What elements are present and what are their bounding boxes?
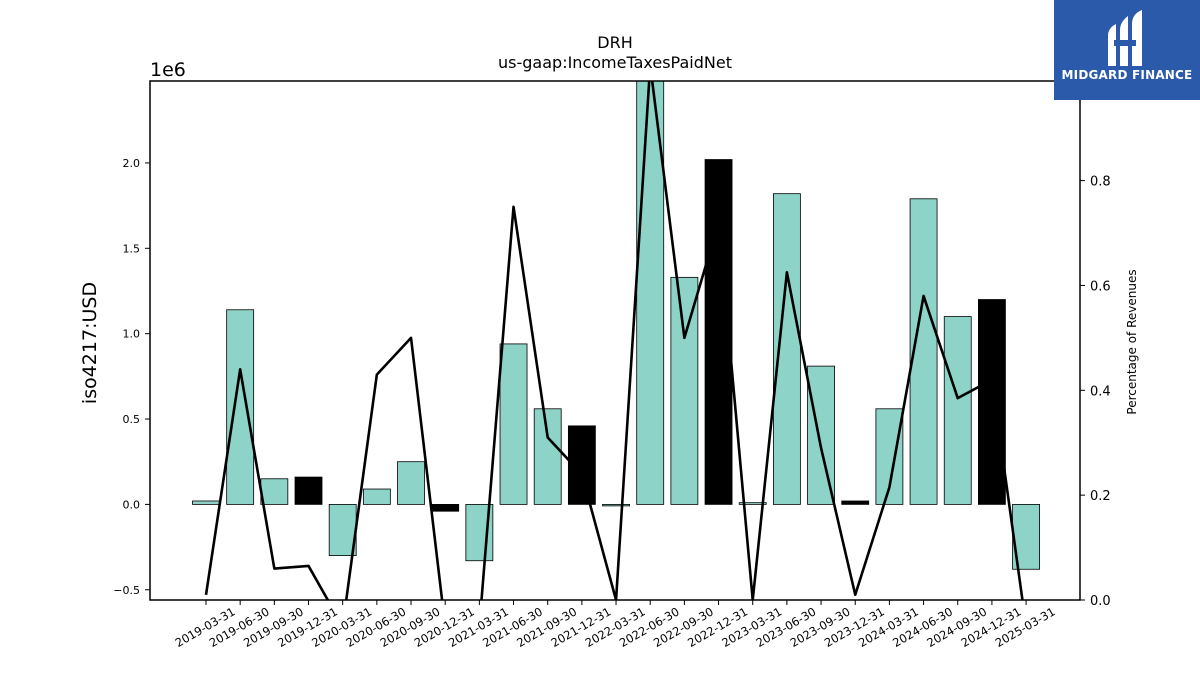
bar <box>397 461 425 505</box>
line-layer <box>204 81 1024 600</box>
bar <box>841 500 870 505</box>
x-axis: 2019-03-312019-06-302019-09-302019-12-31… <box>173 600 1058 650</box>
y2-tick-label: 0.2 <box>1090 489 1111 504</box>
y2-tick-label: 0.4 <box>1090 384 1111 399</box>
bar <box>499 343 528 505</box>
bar <box>602 503 630 507</box>
y-tick-label: 0.5 <box>123 413 141 426</box>
bar <box>192 500 220 505</box>
bar <box>431 503 460 512</box>
logo-mark-icon <box>1054 0 1200 100</box>
y-tick-label: 1.0 <box>123 328 141 341</box>
plot-frame <box>149 80 1081 601</box>
bar <box>226 309 255 505</box>
y2-tick-label: 0.8 <box>1090 175 1111 190</box>
y2-axis-label: Percentage of Revenues <box>1125 269 1139 414</box>
bar <box>738 502 767 505</box>
chart-title: DRH <box>597 33 632 52</box>
y-multiplier-label: 1e6 <box>150 59 186 81</box>
y-tick-label: −0.5 <box>113 584 140 597</box>
y2-tick-label: 0.0 <box>1090 594 1111 609</box>
y2-axis: 0.0 0.2 0.4 0.6 0.8 <box>1080 175 1111 609</box>
y-axis: −0.5 0.0 0.5 1.0 1.5 2.0 <box>113 157 150 597</box>
bar <box>328 503 357 557</box>
y-tick-label: 1.5 <box>123 242 141 255</box>
bar <box>294 476 323 505</box>
bar <box>943 316 972 505</box>
chart-subtitle: us-gaap:IncomeTaxesPaidNet <box>498 53 732 72</box>
series-line-percentage-of-revenues <box>204 81 1024 600</box>
logo: MIDGARD FINANCE <box>1054 0 1200 100</box>
bars-layer <box>192 81 1040 570</box>
bar <box>636 81 665 505</box>
bar <box>670 276 699 505</box>
y2-tick-label: 0.6 <box>1090 279 1111 294</box>
bar <box>362 488 391 505</box>
bar <box>978 299 1006 505</box>
bar <box>772 193 801 505</box>
y-tick-label: 0.0 <box>123 498 141 511</box>
y-tick-label: 2.0 <box>123 157 141 170</box>
bar <box>533 408 562 505</box>
bar <box>260 478 289 505</box>
logo-text: MIDGARD FINANCE <box>1061 68 1193 82</box>
y-axis-label: iso4217:USD <box>79 282 101 404</box>
